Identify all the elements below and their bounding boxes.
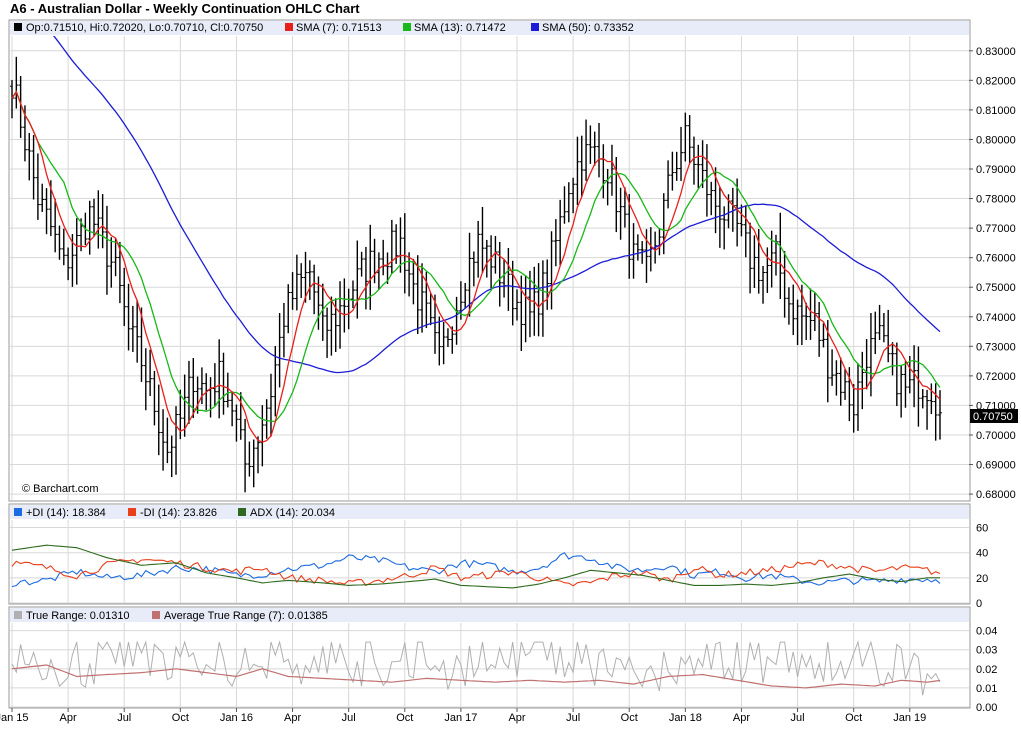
price-legend-bar bbox=[10, 21, 969, 35]
legend-swatch-plus-di bbox=[14, 508, 22, 516]
price-panel: 0.680000.690000.700000.710000.720000.730… bbox=[8, 19, 1018, 502]
legend-swatch-adx bbox=[238, 508, 246, 516]
x-tick-label: Jan 15 bbox=[0, 712, 29, 724]
sma50-line bbox=[52, 36, 941, 374]
x-tick-label: Oct bbox=[172, 712, 189, 724]
price-tick-label: 0.68000 bbox=[976, 489, 1016, 501]
x-tick-label: Jul bbox=[566, 712, 580, 724]
dmi-tick-label: 20 bbox=[976, 573, 988, 585]
atr-line bbox=[11, 664, 941, 689]
price-tick-label: 0.77000 bbox=[976, 223, 1016, 235]
dmi-lines bbox=[11, 544, 941, 589]
tr-lines bbox=[11, 640, 941, 696]
legend-adx: ADX (14): 20.034 bbox=[250, 507, 335, 519]
tr-tick-label: 0.02 bbox=[976, 664, 997, 676]
tr-y-axis: 0.00 0.01 0.02 0.03 0.04 bbox=[976, 626, 997, 714]
watermark: © Barchart.com bbox=[22, 483, 99, 495]
legend-sma50: SMA (50): 0.73352 bbox=[542, 22, 634, 34]
tr-tick-label: 0.01 bbox=[976, 683, 997, 695]
last-price-label: 0.70750 bbox=[973, 411, 1013, 423]
legend-swatch-true-range bbox=[14, 611, 22, 619]
legend-swatch-minus-di bbox=[128, 508, 136, 516]
x-tick-label: Apr bbox=[733, 712, 750, 724]
dmi-tick-label: 60 bbox=[976, 523, 988, 535]
true-range-panel: 0.00 0.01 0.02 0.03 0.04 True Range: 0.01310… bbox=[8, 606, 997, 714]
tr-tick-label: 0.00 bbox=[976, 702, 997, 714]
x-tick-label: Jul bbox=[791, 712, 805, 724]
price-tick-label: 0.80000 bbox=[976, 134, 1016, 146]
price-tick-label: 0.82000 bbox=[976, 75, 1016, 87]
legend-plus-di: +DI (14): 18.384 bbox=[26, 507, 106, 519]
legend-swatch-sma50 bbox=[531, 23, 539, 31]
x-axis: Jan 15 Apr Jul Oct Jan 16 Apr Jul Oct Jan 17 Apr J… bbox=[0, 708, 926, 724]
price-tick-label: 0.79000 bbox=[976, 164, 1016, 176]
x-tick-label: Jan 17 bbox=[444, 712, 477, 724]
tr-tick-label: 0.03 bbox=[976, 645, 997, 657]
true-range-line bbox=[11, 640, 941, 696]
legend-swatch-ohlc bbox=[14, 23, 22, 31]
x-tick-label: Apr bbox=[60, 712, 77, 724]
adx-line bbox=[11, 544, 940, 589]
minus-di-line bbox=[11, 559, 941, 587]
dmi-panel: 0 20 40 60 +DI (14): 18.384 -DI (14): 23.82… bbox=[8, 503, 988, 610]
x-tick-label: Apr bbox=[284, 712, 301, 724]
x-tick-label: Jan 16 bbox=[220, 712, 253, 724]
price-tick-label: 0.78000 bbox=[976, 194, 1016, 206]
dmi-tick-label: 40 bbox=[976, 548, 988, 560]
legend-swatch-sma13 bbox=[403, 23, 411, 31]
price-tick-label: 0.73000 bbox=[976, 341, 1016, 353]
price-sma-lines bbox=[11, 36, 941, 443]
price-tick-label: 0.74000 bbox=[976, 312, 1016, 324]
legend-atr: Average True Range (7): 0.01385 bbox=[164, 610, 328, 622]
dmi-legend-bar bbox=[10, 505, 969, 519]
price-tick-label: 0.81000 bbox=[976, 105, 1016, 117]
x-tick-label: Apr bbox=[508, 712, 525, 724]
x-tick-label: Jan 19 bbox=[893, 712, 926, 724]
legend-minus-di: -DI (14): 23.826 bbox=[140, 507, 217, 519]
sma7-line bbox=[11, 90, 941, 443]
legend-ohlc: Op:0.71510, Hi:0.72020, Lo:0.70710, Cl:0… bbox=[26, 22, 263, 34]
legend-swatch-sma7 bbox=[285, 23, 293, 31]
price-y-axis: 0.680000.690000.700000.710000.720000.730… bbox=[969, 46, 1016, 501]
last-price-badge bbox=[970, 409, 1018, 423]
legend-true-range: True Range: 0.01310 bbox=[26, 610, 130, 622]
price-tick-label: 0.83000 bbox=[976, 46, 1016, 58]
plus-di-line bbox=[11, 552, 941, 588]
legend-sma13: SMA (13): 0.71472 bbox=[414, 22, 506, 34]
x-tick-label: Jul bbox=[117, 712, 131, 724]
x-tick-label: Oct bbox=[845, 712, 862, 724]
legend-sma7: SMA (7): 0.71513 bbox=[296, 22, 382, 34]
dmi-tick-label: 0 bbox=[976, 598, 982, 610]
legend-swatch-atr bbox=[152, 611, 160, 619]
chart-title: A6 - Australian Dollar - Weekly Continua… bbox=[10, 1, 360, 16]
x-tick-label: Oct bbox=[396, 712, 413, 724]
sma13-line bbox=[11, 90, 941, 423]
price-tick-label: 0.76000 bbox=[976, 253, 1016, 265]
x-tick-label: Oct bbox=[621, 712, 638, 724]
dmi-y-axis: 0 20 40 60 bbox=[976, 523, 988, 610]
tr-tick-label: 0.04 bbox=[976, 626, 997, 638]
price-tick-label: 0.75000 bbox=[976, 282, 1016, 294]
x-tick-label: Jan 18 bbox=[669, 712, 702, 724]
x-tick-label: Jul bbox=[342, 712, 356, 724]
tr-legend-bar bbox=[10, 608, 969, 622]
price-tick-label: 0.72000 bbox=[976, 371, 1016, 383]
price-tick-label: 0.70000 bbox=[976, 430, 1016, 442]
price-tick-label: 0.69000 bbox=[976, 460, 1016, 472]
